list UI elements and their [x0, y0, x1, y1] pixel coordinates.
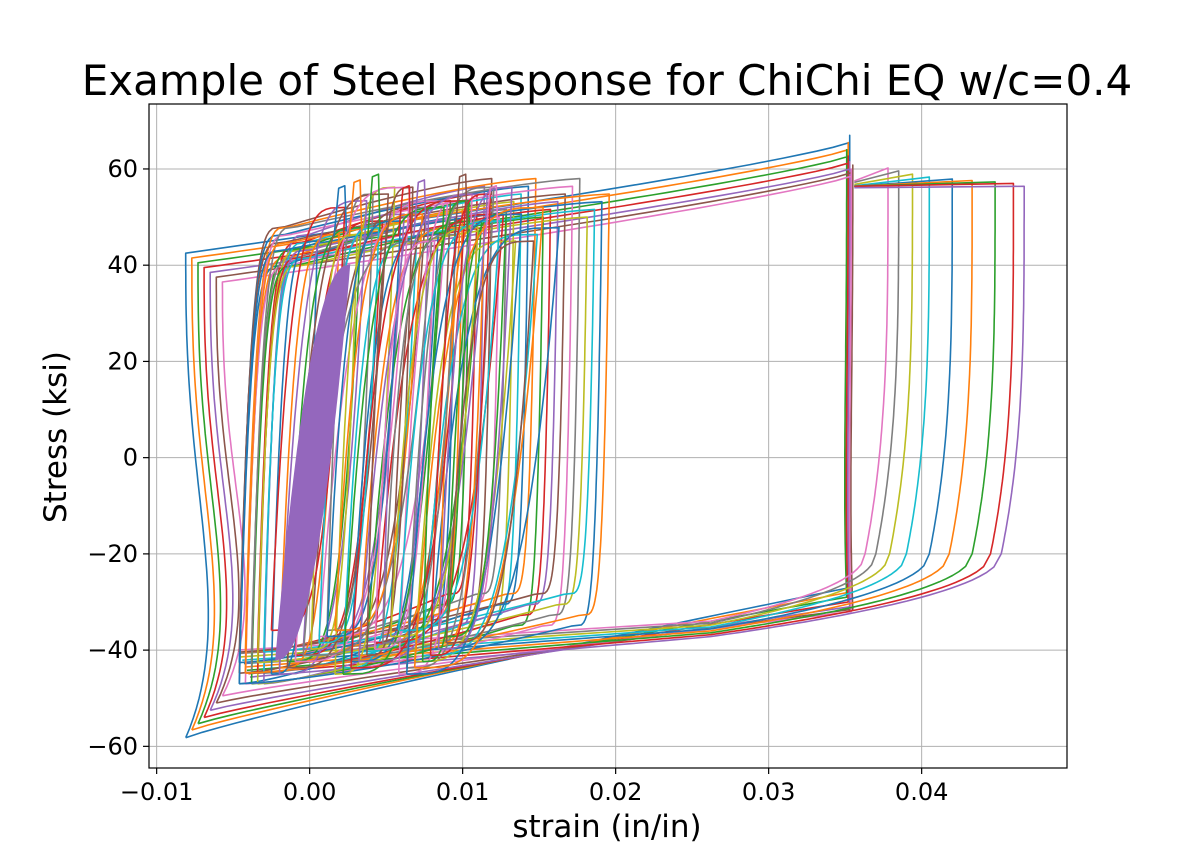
plot-area	[184, 134, 1025, 739]
hysteresis-loop	[367, 173, 381, 237]
hysteresis-loop	[333, 185, 348, 237]
hysteresis-loop	[278, 199, 368, 675]
hysteresis-loop	[263, 208, 596, 653]
x-tick-label: 0.04	[895, 778, 948, 806]
hysteresis-loop	[244, 193, 610, 674]
hysteresis-loop	[374, 240, 436, 650]
hysteresis-loop	[350, 233, 439, 663]
hysteresis-loop	[397, 185, 412, 237]
hysteresis-loop	[243, 178, 954, 665]
hysteresis-loop	[405, 213, 523, 675]
y-tick-label: −60	[87, 732, 138, 760]
hysteresis-loop	[421, 233, 539, 657]
hysteresis-loop	[242, 176, 931, 661]
hysteresis-loop	[342, 206, 445, 675]
y-tick-label: −20	[87, 540, 138, 568]
hysteresis-loop	[197, 148, 848, 725]
x-axis-label: strain (in/in)	[512, 809, 701, 845]
hysteresis-loop	[238, 193, 566, 653]
hysteresis-loop	[256, 216, 588, 664]
hysteresis-loop	[413, 206, 544, 669]
hysteresis-loop	[246, 181, 996, 672]
hysteresis-loop	[248, 182, 1015, 675]
x-tick-label: 0.00	[283, 778, 336, 806]
chart-title: Example of Steel Response for ChiChi EQ …	[82, 56, 1133, 105]
hysteresis-loop	[237, 167, 889, 651]
hysteresis-loop	[245, 179, 973, 668]
y-tick-label: −40	[87, 636, 138, 664]
y-tick-label: 60	[107, 155, 138, 183]
x-tick-label: −0.01	[120, 778, 194, 806]
x-tick-label: 0.02	[589, 778, 642, 806]
hysteresis-loop	[366, 186, 414, 657]
hysteresis-loop	[437, 186, 513, 650]
hysteresis-loop	[413, 240, 517, 663]
axes-frame	[148, 103, 1068, 769]
hysteresis-loop	[429, 226, 560, 650]
x-tick-label: 0.03	[742, 778, 795, 806]
hysteresis-loop	[454, 173, 468, 237]
hysteresis-loop	[278, 233, 340, 669]
hysteresis-loop	[389, 226, 479, 638]
hysteresis-loop	[238, 200, 603, 685]
x-axis-ticks: −0.01 0.00 0.01 0.02 0.03 0.04	[120, 768, 948, 806]
hysteresis-loop	[397, 220, 501, 632]
hysteresis-loop	[244, 177, 537, 653]
x-tick-label: 0.01	[436, 778, 489, 806]
hysteresis-loop	[250, 177, 581, 674]
y-tick-label: 40	[107, 251, 138, 279]
hysteresis-loop	[412, 179, 427, 237]
y-axis-label: Stress (ksi)	[38, 351, 74, 523]
y-axis-ticks: −60 −40 −20 0 20 40 60	[87, 155, 149, 760]
hysteresis-loop	[249, 185, 1025, 678]
y-tick-label: 0	[123, 444, 138, 472]
hysteresis-loop	[348, 179, 363, 237]
hysteresis-loop	[239, 170, 900, 655]
hysteresis-loop	[334, 213, 424, 632]
hysteresis-loop	[484, 185, 499, 237]
dense-loop-region	[275, 264, 351, 661]
y-tick-label: 20	[107, 347, 138, 375]
hysteresis-loop	[184, 134, 851, 739]
hysteresis-loop	[240, 173, 914, 658]
hysteresis-loop	[445, 240, 535, 644]
